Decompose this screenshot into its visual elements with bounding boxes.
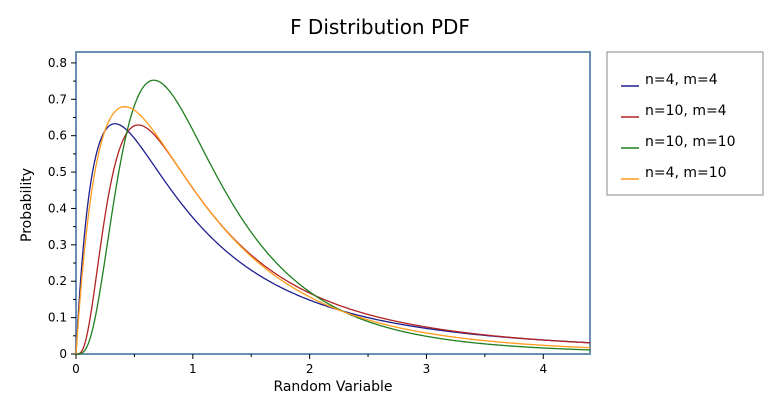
y-tick-label: 0.7 xyxy=(48,92,67,106)
legend-label: n=4, m=4 xyxy=(645,72,718,88)
y-tick-label: 0 xyxy=(59,347,67,361)
x-tick-label: 0 xyxy=(72,362,80,376)
y-tick-label: 0.4 xyxy=(48,201,67,215)
x-tick-label: 1 xyxy=(189,362,197,376)
legend-label: n=4, m=10 xyxy=(645,165,727,181)
series-lines xyxy=(75,79,591,355)
legend-label: n=10, m=10 xyxy=(645,134,736,150)
legend-box xyxy=(606,51,764,196)
series-line xyxy=(76,79,591,355)
y-tick-label: 0.5 xyxy=(48,165,67,179)
y-axis-ticks: 0 0.1 0.2 0.3 0.4 0.5 0.6 0.7 0.8 xyxy=(48,56,76,361)
y-tick-label: 0.3 xyxy=(48,238,67,252)
series-line xyxy=(75,105,591,355)
y-axis-label: Probability xyxy=(19,168,35,242)
x-tick-label: 4 xyxy=(539,362,547,376)
x-axis-label: Random Variable xyxy=(273,379,392,395)
chart-title: F Distribution PDF xyxy=(290,15,470,39)
x-tick-label: 3 xyxy=(423,362,431,376)
y-tick-label: 0.6 xyxy=(48,129,67,143)
y-tick-label: 0.8 xyxy=(48,56,67,70)
series-line xyxy=(75,124,591,355)
x-tick-label: 2 xyxy=(306,362,314,376)
legend: n=4, m=4 n=10, m=4 n=10, m=10 n=4, m=10 xyxy=(606,51,764,196)
y-tick-label: 0.1 xyxy=(48,311,67,325)
legend-label: n=10, m=4 xyxy=(645,103,727,119)
x-axis-ticks: 0 1 2 3 4 xyxy=(72,354,547,376)
y-tick-label: 0.2 xyxy=(48,274,67,288)
